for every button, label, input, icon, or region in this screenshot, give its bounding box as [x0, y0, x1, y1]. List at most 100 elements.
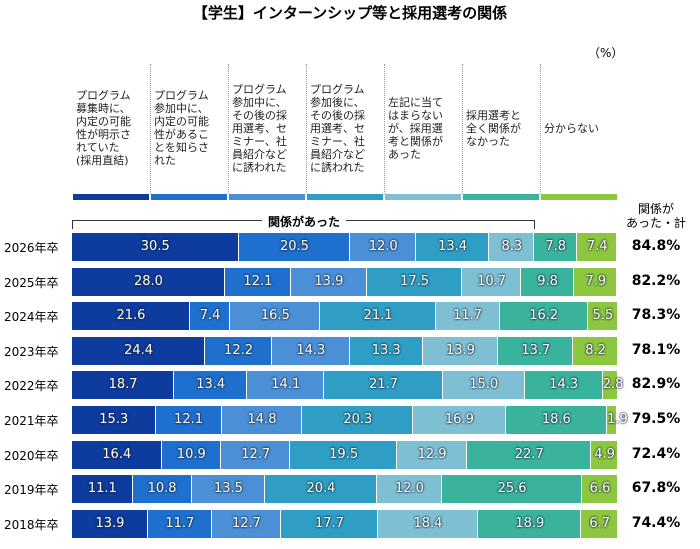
y-tick-label: 2021年卒 [4, 414, 59, 428]
bar-segment [161, 440, 221, 469]
bar-segment [591, 440, 617, 469]
bar-segment [349, 336, 422, 365]
total-value: 82.2% [631, 272, 681, 289]
bar-segment [205, 336, 271, 365]
value-label: 7.9 [585, 273, 607, 289]
y-tick-label: 2026年卒 [4, 241, 59, 255]
bar-segment [72, 302, 189, 331]
value-label: 13.9 [314, 273, 344, 289]
value-label: 6.7 [589, 515, 611, 531]
bar-segment [221, 440, 290, 469]
value-label: 25.6 [497, 481, 527, 497]
bar-segment [290, 440, 396, 469]
bar-segment [498, 336, 573, 365]
legend-swatch [151, 194, 227, 200]
value-label: 11.1 [87, 481, 117, 497]
value-label: 15.3 [99, 412, 129, 427]
value-label: 16.4 [102, 446, 132, 462]
value-label: 22.7 [514, 446, 544, 462]
value-label: 17.7 [314, 515, 344, 531]
value-label: 8.2 [585, 342, 606, 358]
bar-segment [505, 406, 607, 434]
value-label: 12.1 [174, 412, 204, 427]
bar-segment [602, 371, 617, 400]
totals-title: 関係が あった・計 [626, 202, 687, 230]
value-label: 21.7 [369, 377, 398, 393]
value-label: 11.7 [453, 308, 483, 324]
value-label: 13.4 [438, 239, 468, 254]
legend-swatch [541, 194, 617, 200]
bar-segment [534, 233, 577, 261]
legend-divider [540, 64, 541, 194]
value-label: 13.4 [196, 377, 226, 393]
legend-swatch [73, 194, 149, 200]
value-label: 10.9 [176, 446, 206, 462]
legend-entry: プログラム 参加中に、 その後の採 用選考、セ ミナー、社 員紹介など に誘われ… [232, 82, 287, 174]
value-label: 12.2 [224, 342, 253, 358]
value-label: 16.5 [260, 308, 290, 324]
legend-entry: 分からない [544, 121, 599, 135]
value-label: 8.3 [501, 239, 523, 254]
bar-segment [238, 233, 350, 261]
bar-segment [377, 509, 478, 538]
bar-segment [324, 371, 442, 400]
value-label: 7.4 [199, 308, 221, 324]
total-value: 79.5% [631, 411, 681, 427]
value-label: 1.9 [607, 412, 628, 427]
bar-segment [489, 233, 534, 261]
value-label: 18.7 [108, 377, 138, 393]
bar-segment [413, 406, 505, 434]
bar-segment [581, 509, 617, 538]
value-label: 18.9 [515, 515, 545, 531]
value-label: 24.4 [124, 342, 154, 358]
bar-segment [462, 267, 520, 296]
value-label: 6.6 [589, 481, 611, 497]
y-tick-label: 2018年卒 [4, 517, 59, 532]
bar-segment [72, 475, 132, 504]
bar-segment [524, 371, 602, 400]
bar-segment [72, 336, 205, 365]
bar-segment [72, 440, 161, 469]
value-label: 14.3 [296, 342, 326, 358]
legend-swatch [463, 194, 539, 200]
bar-segment [467, 440, 591, 469]
bar-segment [230, 302, 320, 331]
bar-segment [155, 406, 221, 434]
value-label: 7.8 [545, 239, 567, 254]
y-tick-label: 2020年卒 [4, 448, 59, 463]
value-label: 18.6 [541, 412, 571, 427]
total-value: 84.8% [631, 238, 681, 254]
y-tick-label: 2025年卒 [4, 275, 59, 290]
bar-segment [189, 302, 230, 331]
value-label: 13.5 [213, 481, 243, 497]
bar-segment [224, 267, 290, 296]
bar-segment [573, 336, 617, 365]
value-label: 12.9 [417, 446, 447, 462]
value-label: 28.0 [133, 273, 163, 289]
bar-segment [271, 336, 349, 365]
y-tick-label: 2022年卒 [4, 379, 59, 394]
bar-segment [415, 233, 489, 261]
bar-segment [147, 509, 211, 538]
bar-segment [422, 336, 498, 365]
value-label: 19.5 [329, 446, 359, 462]
value-label: 13.9 [95, 515, 125, 531]
legend-divider [384, 64, 385, 194]
bar-segment [72, 509, 147, 538]
value-label: 18.4 [413, 515, 443, 531]
total-value: 67.8% [631, 480, 681, 497]
legend-entry: プログラム 参加中に、 内定の可能 性があるこ とを知らさ れた [154, 89, 209, 167]
bar-segment [574, 267, 617, 296]
legend-entry: 左記に当て はまらない が、採用選 考と関係が あった [388, 95, 443, 161]
legend-divider [306, 64, 307, 194]
value-label: 2.8 [602, 377, 624, 393]
total-value: 78.3% [631, 307, 681, 324]
legend-swatch [229, 194, 305, 200]
y-tick-label: 2023年卒 [4, 344, 59, 359]
bar-segment [587, 302, 617, 331]
value-label: 15.0 [469, 377, 499, 393]
value-label: 14.1 [271, 377, 301, 393]
bar-segment [376, 475, 442, 504]
value-label: 21.6 [116, 308, 146, 324]
bar-segment [520, 267, 574, 296]
